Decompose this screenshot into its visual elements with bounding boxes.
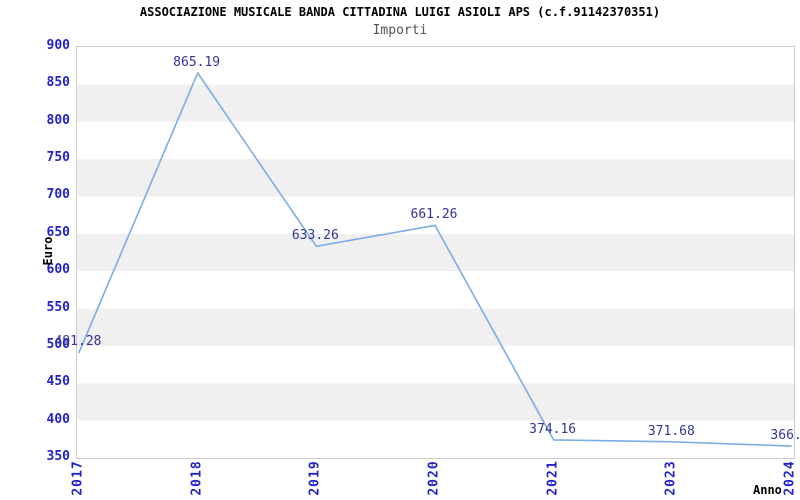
x-tick-label: 2024 bbox=[782, 460, 798, 496]
x-tick-label: 2020 bbox=[426, 460, 442, 496]
y-tick-label: 650 bbox=[46, 224, 70, 240]
y-tick-label: 850 bbox=[46, 75, 70, 91]
point-value-label: 366.0 bbox=[770, 428, 800, 444]
point-value-label: 491.28 bbox=[54, 334, 102, 350]
line-series bbox=[78, 72, 792, 447]
point-value-label: 865.19 bbox=[173, 55, 221, 70]
x-axis-title: Anno bbox=[753, 483, 782, 497]
y-axis-title: Euro bbox=[41, 236, 55, 266]
y-tick-label: 700 bbox=[46, 187, 70, 203]
y-tick-label: 600 bbox=[46, 262, 70, 278]
y-tick-label: 350 bbox=[46, 449, 70, 464]
x-tick-label: 2019 bbox=[307, 460, 323, 496]
point-value-label: 374.16 bbox=[529, 421, 577, 437]
x-tick-label: 2017 bbox=[70, 460, 86, 496]
y-tick-label: 550 bbox=[46, 299, 70, 315]
point-value-label: 633.26 bbox=[291, 228, 339, 244]
y-tick-label: 900 bbox=[46, 38, 70, 53]
line-path bbox=[78, 72, 792, 447]
x-tick-label: 2018 bbox=[189, 460, 205, 496]
point-value-label: 661.26 bbox=[410, 207, 458, 223]
chart-title: ASSOCIAZIONE MUSICALE BANDA CITTADINA LU… bbox=[139, 5, 661, 19]
y-tick-label: 400 bbox=[46, 411, 70, 427]
y-tick-label: 800 bbox=[46, 112, 70, 128]
chart-subtitle: Importi bbox=[372, 23, 428, 38]
y-tick-label: 500 bbox=[46, 336, 70, 352]
plot-area bbox=[76, 46, 795, 459]
y-tick-label: 750 bbox=[46, 150, 70, 166]
point-value-label: 371.68 bbox=[647, 423, 695, 439]
x-tick-label: 2023 bbox=[663, 460, 679, 496]
y-tick-label: 450 bbox=[46, 374, 70, 390]
x-tick-label: 2021 bbox=[545, 460, 561, 496]
